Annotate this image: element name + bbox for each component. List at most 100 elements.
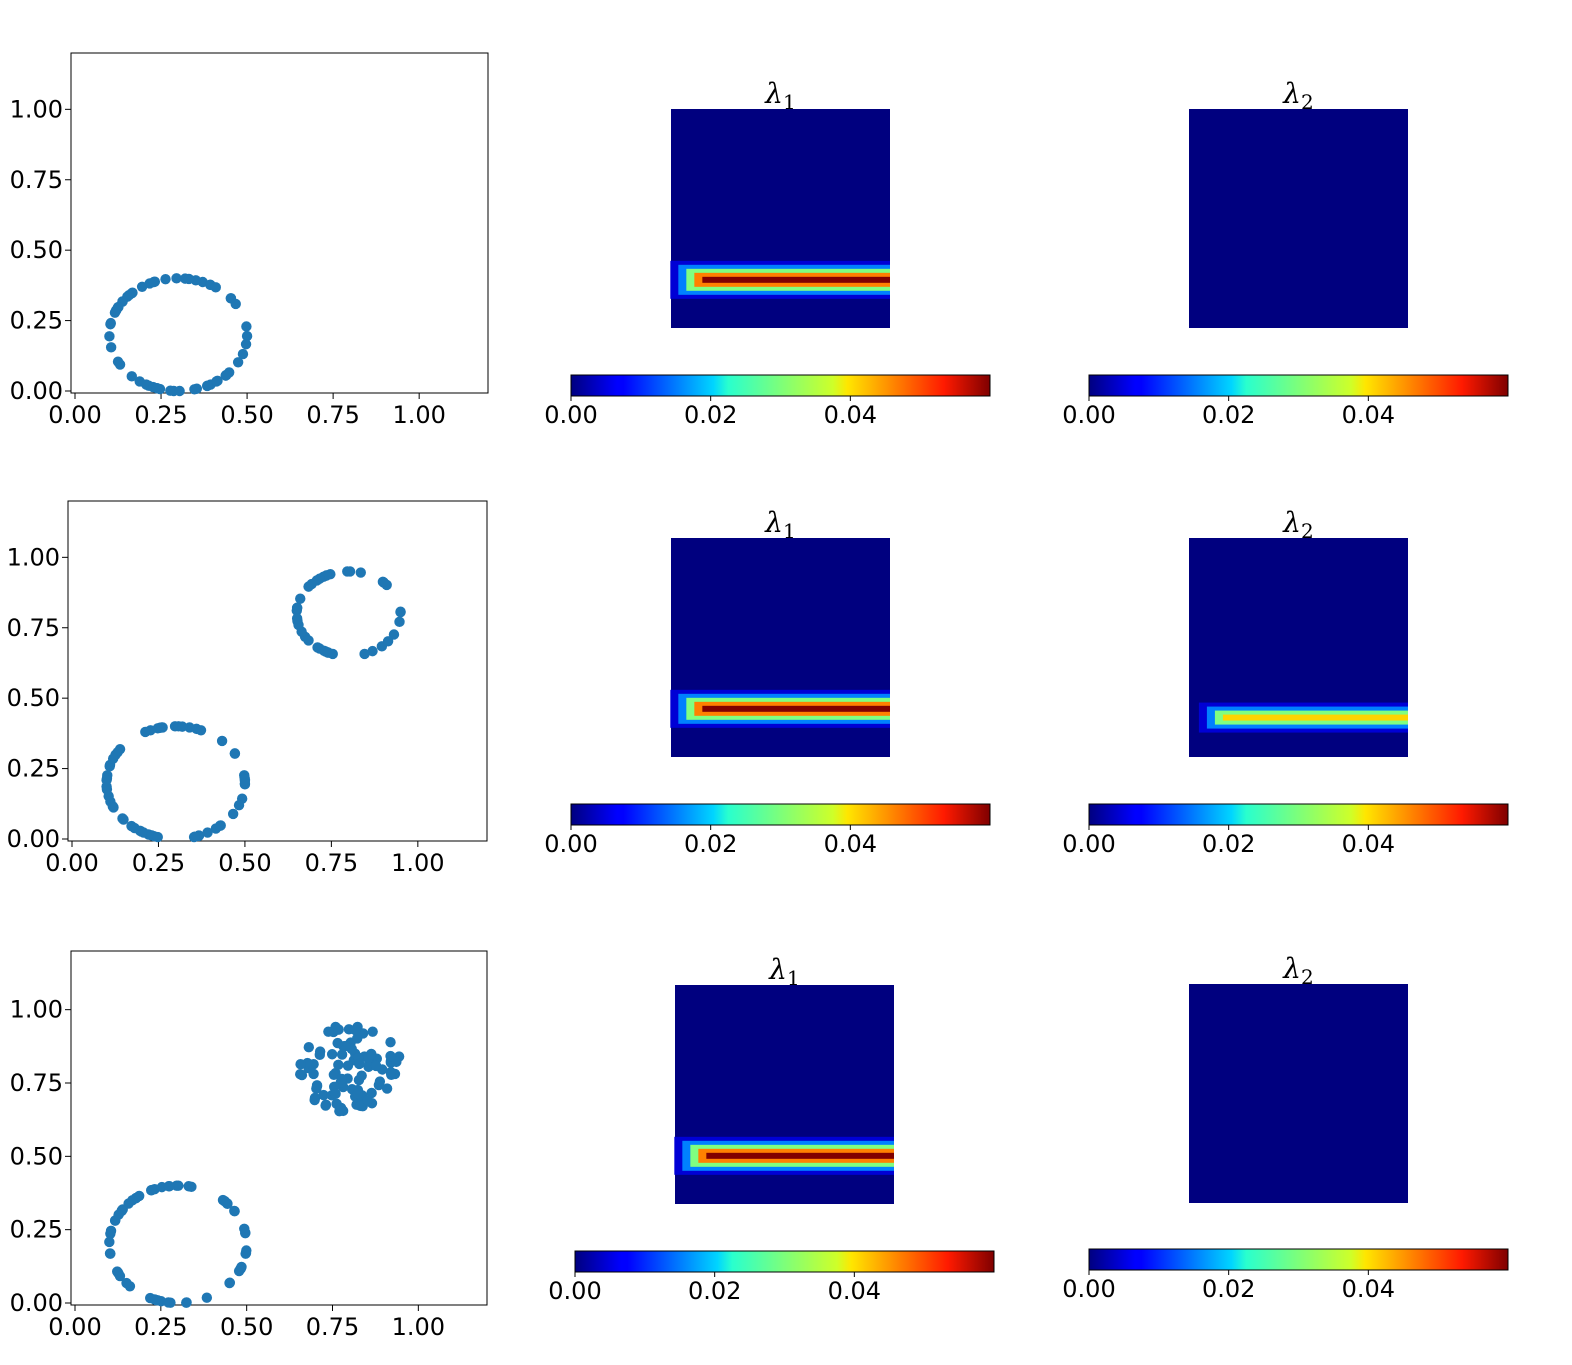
y-tick-label: 0.50 (10, 236, 63, 264)
x-tick-label: 0.25 (134, 1313, 187, 1341)
colorbar-tick-label: 0.02 (1202, 1275, 1255, 1303)
scatter-point (295, 1059, 306, 1070)
panel-title: λ2 (1282, 506, 1313, 543)
y-tick-label: 0.25 (10, 1216, 63, 1244)
scatter-point (323, 1026, 334, 1037)
scatter-point (156, 722, 167, 733)
scatter-point (232, 357, 244, 368)
scatter-point (233, 800, 245, 811)
colorbar-tick-label: 0.02 (684, 401, 737, 429)
scatter-point (101, 774, 112, 786)
scatter-point (177, 721, 188, 732)
heatmap-panel-row1-lambda2: λ2 0.00 0.02 0.04 (1062, 77, 1509, 429)
scatter-point (105, 317, 116, 329)
colorbar (570, 803, 991, 826)
scatter-point (303, 1042, 315, 1053)
x-tick-label: 0.50 (218, 849, 271, 877)
colorbar-tick-label: 0.00 (1062, 1275, 1115, 1303)
y-tick-label: 0.00 (10, 1289, 63, 1317)
scatter-point (326, 1049, 338, 1060)
scatter-point (342, 1060, 354, 1071)
scatter-point (227, 808, 239, 820)
colorbar-tick-label: 0.00 (544, 401, 597, 429)
scatter-point (202, 827, 213, 838)
colorbar-tick-label: 0.02 (1202, 401, 1255, 429)
scatter-point (183, 1181, 194, 1192)
scatter-point (104, 331, 115, 342)
scatter-point (183, 273, 195, 285)
scatter-point (328, 1069, 340, 1080)
panel-title-subscript: 2 (1301, 965, 1314, 989)
scatter-point (308, 1068, 319, 1080)
scatter-point (107, 753, 119, 764)
y-tick-label: 0.75 (10, 1069, 63, 1097)
scatter-point (113, 1209, 124, 1220)
scatter-point (201, 1292, 213, 1303)
scatter-point (201, 380, 213, 392)
scatter-point (236, 1261, 247, 1273)
panel-title-subscript: 1 (787, 966, 800, 990)
scatter-point (189, 831, 200, 842)
y-tick-label: 0.00 (10, 377, 63, 405)
heatmap-band-cell (702, 276, 890, 283)
scatter-point (330, 1088, 341, 1100)
x-tick-label: 0.50 (220, 1313, 273, 1341)
colorbar-tick-label: 0.04 (828, 1277, 881, 1305)
scatter-point (363, 1061, 374, 1073)
colorbar-tick-label: 0.04 (1342, 401, 1395, 429)
y-tick-label: 0.25 (7, 755, 60, 783)
x-tick-label: 0.75 (305, 849, 358, 877)
scatter-point (174, 385, 185, 397)
scatter-point (374, 1076, 386, 1087)
x-tick-label: 1.00 (392, 401, 445, 429)
scatter-point (105, 342, 117, 353)
scatter-point (240, 1247, 252, 1259)
scatter-point (212, 375, 223, 387)
scatter-point (385, 1066, 397, 1078)
scatter-point (367, 645, 378, 657)
scatter-point (117, 813, 128, 824)
heatmap-canvas (1189, 984, 1408, 1203)
scatter-point (335, 1102, 347, 1114)
panel-title: λ2 (1282, 952, 1313, 989)
scatter-point (229, 748, 241, 759)
scatter-point (189, 384, 200, 395)
scatter-point (359, 648, 370, 660)
scatter-point (134, 1190, 145, 1202)
scatter-point (394, 616, 405, 628)
scatter-point (108, 802, 119, 813)
y-tick-label: 0.50 (7, 684, 60, 712)
scatter-point (382, 636, 394, 647)
scatter-point (333, 1059, 344, 1071)
scatter-point (366, 1048, 377, 1060)
heatmap-canvas (1189, 109, 1408, 328)
scatter-point (356, 1070, 367, 1081)
colorbar (1088, 374, 1509, 397)
scatter-point (385, 1037, 396, 1048)
scatter-point (385, 1050, 396, 1062)
heatmap-panel-row3-lambda2: λ2 0.00 0.02 0.04 (1062, 952, 1509, 1303)
scatter-panel-row1: 0.00 0.25 0.50 0.75 1.00 0.00 0.25 0.50 0.75 1.00 (10, 52, 489, 429)
scatter-point (151, 382, 163, 394)
x-tick-label: 1.00 (392, 1313, 445, 1341)
panel-title: λ1 (768, 953, 799, 990)
scatter-point (239, 778, 251, 789)
x-tick-label: 0.00 (48, 1313, 101, 1341)
scatter-point (355, 1100, 366, 1112)
colorbar-tick-label: 0.00 (544, 830, 597, 858)
scatter-point (291, 602, 303, 614)
panel-title-subscript: 2 (1301, 90, 1314, 114)
scatter-point (381, 1083, 393, 1094)
scatter-point (352, 1033, 363, 1044)
scatter-point (237, 348, 249, 360)
panel-title: λ2 (1282, 77, 1313, 114)
colorbar-tick-label: 0.04 (1342, 830, 1395, 858)
scatter-point (240, 339, 252, 350)
scatter-panel-row2: 0.00 0.25 0.50 0.75 1.00 0.00 0.25 0.50 0.75 1.00 (7, 500, 488, 877)
scatter-point (219, 1196, 231, 1207)
scatter-point (295, 593, 306, 604)
colorbar-tick-label: 0.04 (824, 401, 877, 429)
scatter-point (160, 273, 171, 285)
scatter-point (104, 1236, 115, 1248)
